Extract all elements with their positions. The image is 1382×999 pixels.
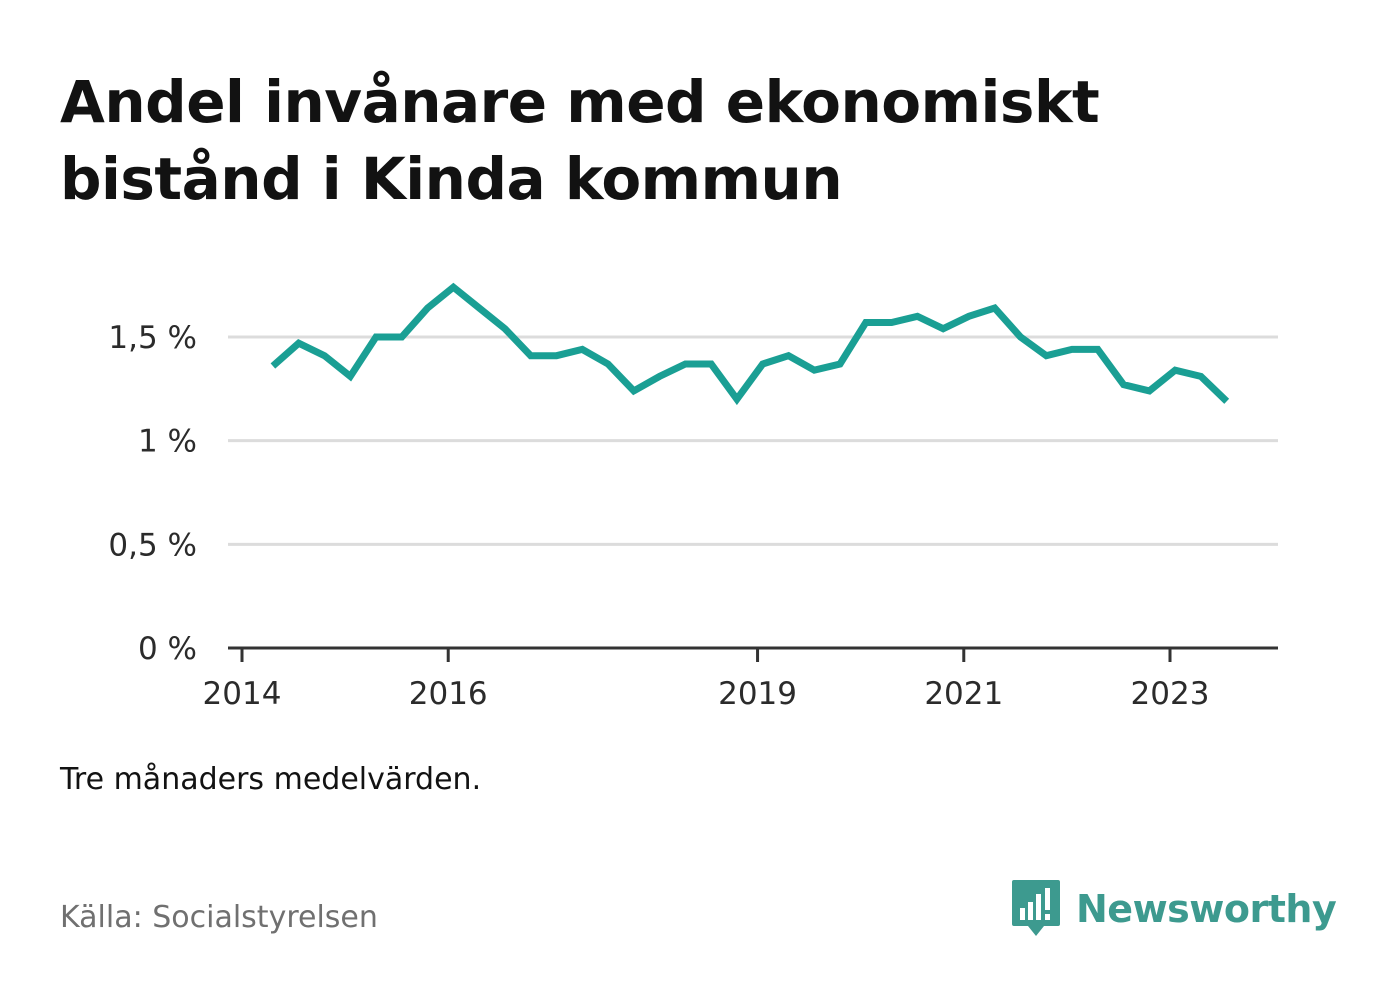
data-point xyxy=(1095,346,1101,352)
data-point xyxy=(1121,382,1127,388)
data-point xyxy=(631,388,637,394)
data-point xyxy=(1043,353,1049,359)
data-point xyxy=(296,340,302,346)
gridlines xyxy=(228,335,1278,546)
data-point xyxy=(837,361,843,367)
x-axis: 2014 2016 2019 2021 2023 xyxy=(203,646,1278,712)
data-point xyxy=(682,361,688,367)
chart-note: Tre månaders medelvärden. xyxy=(60,762,482,797)
x-tick-label: 2019 xyxy=(718,676,797,712)
y-axis-labels: 0 % 0,5 % 1 % 1,5 % xyxy=(108,320,197,667)
data-point xyxy=(914,313,920,319)
x-tick-label: 2016 xyxy=(409,676,488,712)
data-point xyxy=(966,313,972,319)
data-point xyxy=(940,326,946,332)
y-tick-label: 1,5 % xyxy=(108,320,197,356)
data-point xyxy=(1224,398,1230,404)
data-point xyxy=(528,353,534,359)
data-point xyxy=(708,361,714,367)
x-tick-label: 2014 xyxy=(203,676,282,712)
data-point xyxy=(992,305,998,311)
data-point xyxy=(270,363,276,369)
data-point xyxy=(734,396,740,402)
data-series xyxy=(270,282,1230,406)
y-tick-label: 0,5 % xyxy=(108,527,197,563)
y-tick-label: 0 % xyxy=(138,631,197,667)
data-point xyxy=(657,373,663,379)
data-point xyxy=(760,361,766,367)
data-point xyxy=(785,353,791,359)
data-point xyxy=(425,305,431,311)
data-point xyxy=(1172,367,1178,373)
x-tick-label: 2021 xyxy=(924,676,1003,712)
data-point xyxy=(476,305,482,311)
data-point xyxy=(399,334,405,340)
data-point xyxy=(811,367,817,373)
data-point xyxy=(502,326,508,332)
y-tick-label: 1 % xyxy=(138,424,197,460)
chart-title: Andel invånare med ekonomiskt bistånd i … xyxy=(60,68,1100,213)
data-point xyxy=(347,373,353,379)
series-line xyxy=(270,282,1230,406)
data-point xyxy=(889,319,895,325)
brand-name: Newsworthy xyxy=(1076,887,1337,931)
data-point xyxy=(579,346,585,352)
data-point xyxy=(450,284,456,290)
data-point xyxy=(553,353,559,359)
data-point xyxy=(605,361,611,367)
data-point xyxy=(863,319,869,325)
data-point xyxy=(321,353,327,359)
x-tick-label: 2023 xyxy=(1131,676,1210,712)
source-credit: Källa: Socialstyrelsen xyxy=(60,900,378,935)
data-point xyxy=(1069,346,1075,352)
data-point xyxy=(1017,334,1023,340)
data-point xyxy=(1198,373,1204,379)
data-point xyxy=(373,334,379,340)
newsworthy-chart-bubble-icon xyxy=(1012,880,1060,936)
data-point xyxy=(1146,388,1152,394)
brand-logo[interactable]: Newsworthy xyxy=(1010,878,1337,940)
